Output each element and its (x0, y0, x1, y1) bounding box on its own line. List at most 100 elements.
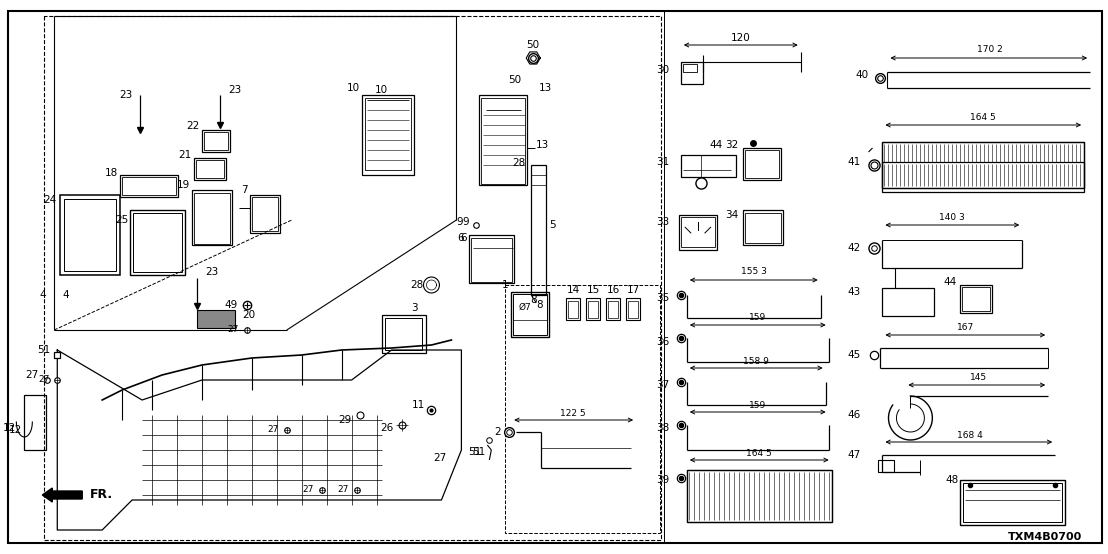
Text: 19: 19 (177, 180, 189, 190)
Bar (197, 310, 235, 328)
Text: 31: 31 (656, 157, 669, 167)
Bar (531, 165, 546, 295)
Text: 28: 28 (512, 158, 525, 168)
Text: 29: 29 (338, 415, 351, 425)
Bar (745, 150, 779, 178)
Bar (365, 98, 411, 170)
Text: 14: 14 (566, 285, 579, 295)
Text: 44: 44 (709, 140, 722, 150)
Bar (882, 142, 1084, 188)
Bar (568, 301, 578, 318)
Text: TXM4B0700: TXM4B0700 (1008, 532, 1083, 542)
Bar (480, 95, 527, 185)
Text: 38: 38 (656, 423, 669, 433)
Bar (963, 483, 1063, 522)
Text: 48: 48 (945, 475, 958, 485)
Text: 47: 47 (848, 450, 861, 460)
Text: 46: 46 (848, 410, 861, 420)
Text: 9: 9 (463, 217, 470, 227)
Bar (628, 301, 638, 318)
Bar (745, 213, 781, 243)
Bar (133, 213, 182, 272)
Text: 41: 41 (848, 157, 861, 167)
Text: 12: 12 (3, 423, 17, 433)
Text: 140 3: 140 3 (940, 213, 965, 223)
Text: 44: 44 (943, 277, 956, 287)
Text: 1: 1 (502, 280, 509, 290)
Bar (961, 285, 993, 313)
Text: 26: 26 (380, 423, 393, 433)
Text: 120: 120 (731, 33, 751, 43)
Bar (687, 470, 832, 522)
Text: 158 9: 158 9 (742, 357, 769, 367)
Text: 23: 23 (228, 85, 242, 95)
Bar (679, 215, 717, 250)
Bar (961, 480, 1065, 525)
Text: 13: 13 (536, 140, 550, 150)
Bar (681, 155, 736, 177)
Text: 17: 17 (626, 285, 639, 295)
Bar (566, 298, 581, 320)
Text: 170 2: 170 2 (977, 45, 1003, 54)
Text: 9: 9 (456, 217, 463, 227)
Bar (122, 177, 176, 195)
Text: 13: 13 (540, 83, 553, 93)
Bar (60, 195, 120, 275)
Text: 50: 50 (509, 75, 521, 85)
Text: 33: 33 (656, 217, 669, 227)
Bar (511, 292, 550, 337)
Text: 10: 10 (347, 83, 360, 93)
Text: 24: 24 (43, 195, 57, 205)
Text: 27: 27 (227, 326, 239, 335)
Text: 122 5: 122 5 (561, 408, 586, 418)
Bar (252, 197, 278, 231)
Text: 30: 30 (656, 65, 669, 75)
Text: 51: 51 (472, 447, 485, 457)
Text: 21: 21 (178, 150, 192, 160)
Text: Ø7: Ø7 (519, 302, 532, 311)
Bar (882, 142, 1084, 192)
Text: 27: 27 (38, 376, 49, 384)
Text: 51: 51 (468, 447, 481, 457)
Text: 168 4: 168 4 (957, 430, 983, 439)
Bar (681, 217, 715, 247)
Bar (626, 298, 640, 320)
Text: 23: 23 (119, 90, 132, 100)
Text: 51: 51 (37, 345, 50, 355)
Bar (687, 470, 832, 522)
Bar (194, 193, 229, 244)
Bar (120, 175, 178, 197)
Text: 32: 32 (726, 140, 739, 150)
Text: 37: 37 (656, 380, 669, 390)
Text: 6: 6 (460, 233, 466, 243)
Bar (130, 210, 185, 275)
Text: 27: 27 (267, 425, 279, 434)
Text: 2: 2 (494, 427, 501, 437)
Text: 18: 18 (105, 168, 119, 178)
Bar (879, 460, 894, 472)
Bar (192, 190, 232, 245)
Text: 6: 6 (456, 233, 463, 243)
Text: 36: 36 (656, 337, 669, 347)
Text: 3: 3 (411, 303, 418, 313)
Bar (586, 298, 601, 320)
Text: 42: 42 (848, 243, 861, 253)
Text: 5: 5 (550, 220, 556, 230)
Bar (204, 132, 228, 150)
Bar (202, 130, 229, 152)
Text: 12: 12 (9, 425, 22, 435)
Text: 40: 40 (855, 70, 869, 80)
Text: 11: 11 (412, 400, 425, 410)
Bar (470, 235, 514, 283)
Bar (683, 64, 697, 72)
Text: 4: 4 (62, 290, 69, 300)
Text: 23: 23 (205, 267, 218, 277)
Bar (471, 238, 512, 282)
Bar (606, 298, 620, 320)
Text: 34: 34 (726, 210, 739, 220)
Text: 27: 27 (433, 453, 447, 463)
Text: 4: 4 (40, 290, 47, 300)
Text: 27: 27 (302, 485, 314, 495)
Bar (882, 162, 1084, 188)
Text: 45: 45 (848, 350, 861, 360)
